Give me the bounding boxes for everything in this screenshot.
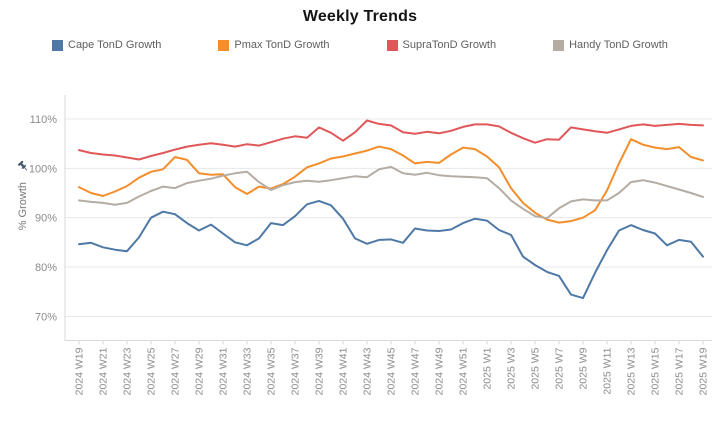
- y-tick-label: 70%: [35, 311, 57, 323]
- legend-swatch-supra-tond-growth: [386, 39, 398, 51]
- legend-item-cape-tond-growth[interactable]: Cape TonD Growth: [52, 39, 161, 51]
- legend-item-supra-tond-growth[interactable]: SupraTonD Growth: [386, 39, 497, 51]
- x-tick-label: 2024 W35: [266, 347, 278, 395]
- legend-swatch-pmax-tond-growth: [218, 39, 230, 51]
- legend-label: Cape TonD Growth: [68, 39, 162, 51]
- x-tick-label: 2025 W9: [578, 347, 590, 389]
- x-tick-label: 2025 W7: [554, 347, 566, 389]
- x-tick-label: 2025 W3: [506, 347, 518, 389]
- series-line-supra-tond-growth[interactable]: [78, 119, 704, 161]
- x-tick-label: 2024 W49: [434, 347, 446, 395]
- x-tick-label: 2024 W45: [386, 347, 398, 395]
- legend-swatch-cape-tond-growth: [52, 39, 63, 51]
- x-tick-label: 2024 W51: [458, 347, 470, 395]
- x-tick-label: 2025 W15: [650, 347, 662, 395]
- y-tick-label: 110%: [30, 114, 58, 126]
- x-tick-label: 2025 W5: [530, 347, 542, 389]
- y-tick-label: 100%: [29, 163, 57, 175]
- x-tick-label: 2025 W11: [602, 347, 614, 394]
- chart-title: Weekly Trends: [302, 8, 418, 25]
- x-tick-label: 2024 W41: [338, 347, 350, 395]
- x-tick-label: 2024 W27: [170, 347, 182, 395]
- y-axis-title-block: % Growth: [10, 160, 36, 280]
- x-tick-label: 2024 W29: [194, 347, 206, 395]
- series-line-pmax-tond-growth[interactable]: [78, 138, 704, 224]
- y-axis-title: % Growth: [17, 182, 29, 231]
- legend-label: Pmax TonD Growth: [234, 39, 330, 51]
- x-tick-label: 2024 W25: [146, 347, 158, 395]
- x-tick-label: 2024 W43: [362, 347, 374, 395]
- x-tick-label: 2024 W19: [74, 347, 86, 395]
- x-tick-label: 2024 W21: [98, 347, 110, 395]
- legend-item-pmax-tond-growth[interactable]: Pmax TonD Growth: [218, 39, 330, 51]
- x-tick-label: 2025 W1: [482, 347, 494, 389]
- legend: Cape TonD Growth Pmax TonD Growth SupraTon…: [52, 39, 668, 51]
- x-tick-label: 2025 W19: [698, 347, 710, 395]
- x-tick-label: 2024 W37: [290, 347, 302, 395]
- x-tick-label: 2024 W39: [314, 347, 326, 395]
- x-tick-label: 2025 W17: [674, 347, 686, 395]
- legend-item-handy-tond-growth[interactable]: Handy TonD Growth: [553, 39, 668, 51]
- series-line-handy-tond-growth[interactable]: [78, 165, 704, 220]
- x-tick-label: 2024 W31: [218, 347, 230, 395]
- legend-label: Handy TonD Growth: [569, 39, 668, 51]
- x-tick-label: 2024 W23: [122, 347, 134, 395]
- legend-label: SupraTonD Growth: [402, 39, 497, 51]
- pin-icon: [17, 160, 30, 178]
- legend-swatch-handy-tond-growth: [553, 39, 565, 51]
- series-line-cape-tond-growth[interactable]: [78, 199, 704, 300]
- x-tick-label: 2025 W13: [626, 347, 638, 395]
- x-tick-label: 2024 W33: [242, 347, 254, 395]
- y-tick-label: 80%: [35, 262, 57, 274]
- y-tick-label: 90%: [35, 213, 57, 225]
- x-tick-label: 2024 W47: [410, 347, 422, 395]
